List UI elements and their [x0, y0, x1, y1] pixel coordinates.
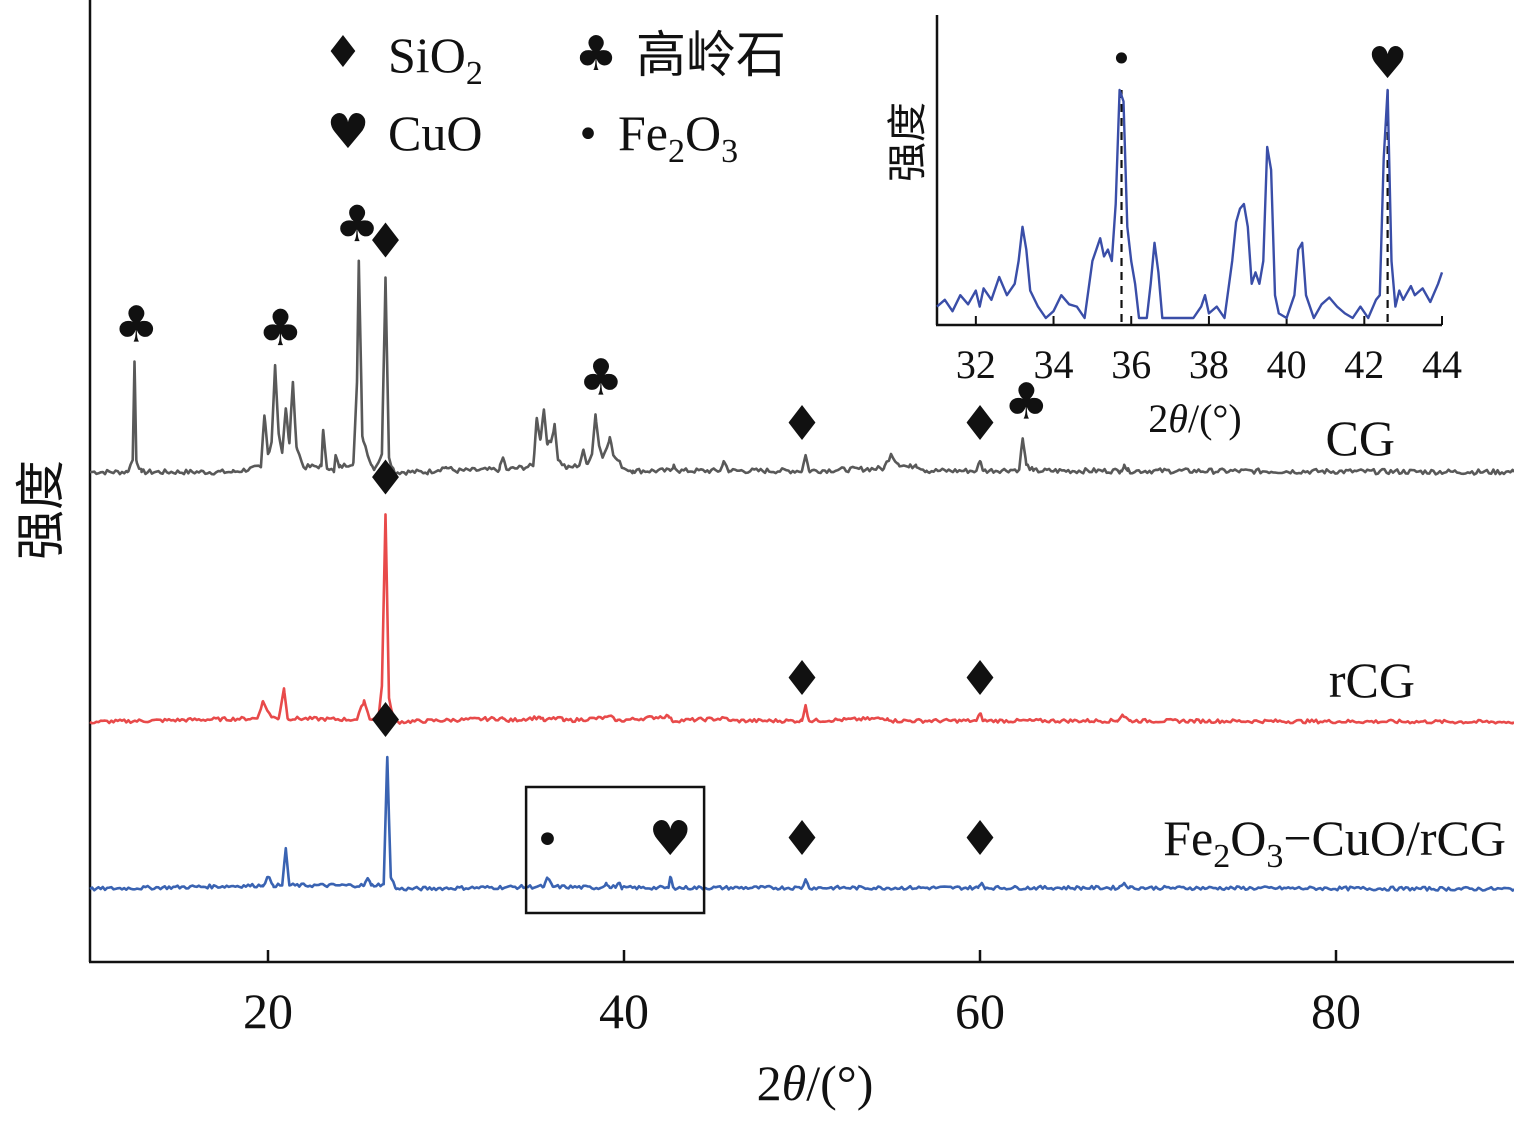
- diamond-marker-icon: ♦: [958, 651, 1001, 707]
- inset-heart-marker-icon: ♥: [1368, 38, 1407, 89]
- inset-x-ticks: 32 34 36 38 40 42 44: [956, 316, 1462, 387]
- main-x-tick-label: 60: [955, 983, 1005, 1039]
- legend-club-icon: ♣: [574, 26, 617, 82]
- legend-label-kaolinite: 高岭石: [636, 27, 786, 83]
- legend-label-fe2o3: Fe2O3: [618, 105, 738, 170]
- main-x-tick-label: 40: [599, 983, 649, 1039]
- inset-x-tick-label: 42: [1344, 342, 1384, 387]
- phase-markers: ♣ ♣♣♦♣♦ ♦ ♣♦♦ ♦♦• ♥ ♦ ♦: [114, 195, 1049, 867]
- inset-background: [937, 15, 1442, 325]
- diamond-marker-icon: ♦: [780, 811, 823, 867]
- club-marker-icon: ♣: [114, 296, 159, 354]
- inset-dot-marker-icon: •: [1110, 37, 1132, 81]
- diamond-marker-icon: ♦: [364, 214, 407, 270]
- main-x-ticks: 20 40 60 80: [243, 950, 1361, 1039]
- series-line-cg: [90, 259, 1514, 476]
- diamond-marker-icon: ♦: [958, 811, 1001, 867]
- inset-x-tick-label: 40: [1267, 342, 1307, 387]
- diamond-marker-icon: ♦: [364, 450, 407, 506]
- diamond-marker-icon: ♦: [780, 651, 823, 707]
- legend: ♦ SiO2 ♣ 高岭石 ♥ CuO • Fe2O3: [323, 26, 786, 170]
- heart-marker-icon: ♥: [649, 811, 692, 867]
- diamond-marker-icon: ♦: [958, 396, 1001, 452]
- legend-diamond-icon: ♦: [323, 27, 362, 78]
- legend-label-sio2: SiO2: [388, 27, 483, 92]
- inset-x-tick-label: 44: [1422, 342, 1462, 387]
- main-series-group: [89, 259, 1514, 892]
- highlight-box: [524, 785, 706, 915]
- series-line-rcg: [89, 513, 1514, 725]
- club-marker-icon: ♣: [258, 299, 303, 357]
- diamond-marker-icon: ♦: [364, 693, 407, 749]
- legend-heart-icon: ♥: [326, 104, 369, 160]
- club-marker-icon: ♣: [1004, 372, 1049, 430]
- inset-x-tick-label: 36: [1111, 342, 1151, 387]
- dot-marker-icon: •: [534, 815, 560, 866]
- inset-x-axis-label: 2θ/(°): [1148, 396, 1241, 441]
- club-marker-icon: ♣: [335, 195, 380, 253]
- club-marker-icon: ♣: [578, 348, 623, 406]
- main-axes: 20 40 60 80 2θ/(°) 强度: [13, 0, 1514, 1111]
- inset-reference-lines: • ♥: [1110, 37, 1407, 325]
- main-x-tick-label: 20: [243, 983, 293, 1039]
- inset-x-tick-label: 32: [956, 342, 996, 387]
- inset-series-group: [936, 88, 1444, 320]
- main-x-tick-label: 80: [1311, 983, 1361, 1039]
- main-y-axis-label: 强度: [13, 460, 69, 560]
- series-label-fe2o3-cuo-rcg: Fe2O3−CuO/rCG: [1163, 810, 1506, 875]
- legend-dot-icon: •: [576, 112, 600, 158]
- inset-series-line: [936, 88, 1444, 320]
- inset-x-tick-label: 34: [1034, 342, 1074, 387]
- diamond-marker-icon: ♦: [780, 396, 823, 452]
- inset-x-tick-label: 38: [1189, 342, 1229, 387]
- main-x-axis-label: 2θ/(°): [757, 1055, 874, 1111]
- series-label-cg: CG: [1326, 410, 1395, 466]
- series-label-rcg: rCG: [1329, 652, 1415, 708]
- series-line-fe-o-cuo-rcg: [89, 755, 1514, 892]
- legend-label-cuo: CuO: [388, 105, 482, 161]
- inset-y-axis-label: 强度: [885, 102, 930, 182]
- inset-chart: 32 34 36 38 40 42 44 • ♥ 2θ/(°) 强度: [885, 15, 1462, 441]
